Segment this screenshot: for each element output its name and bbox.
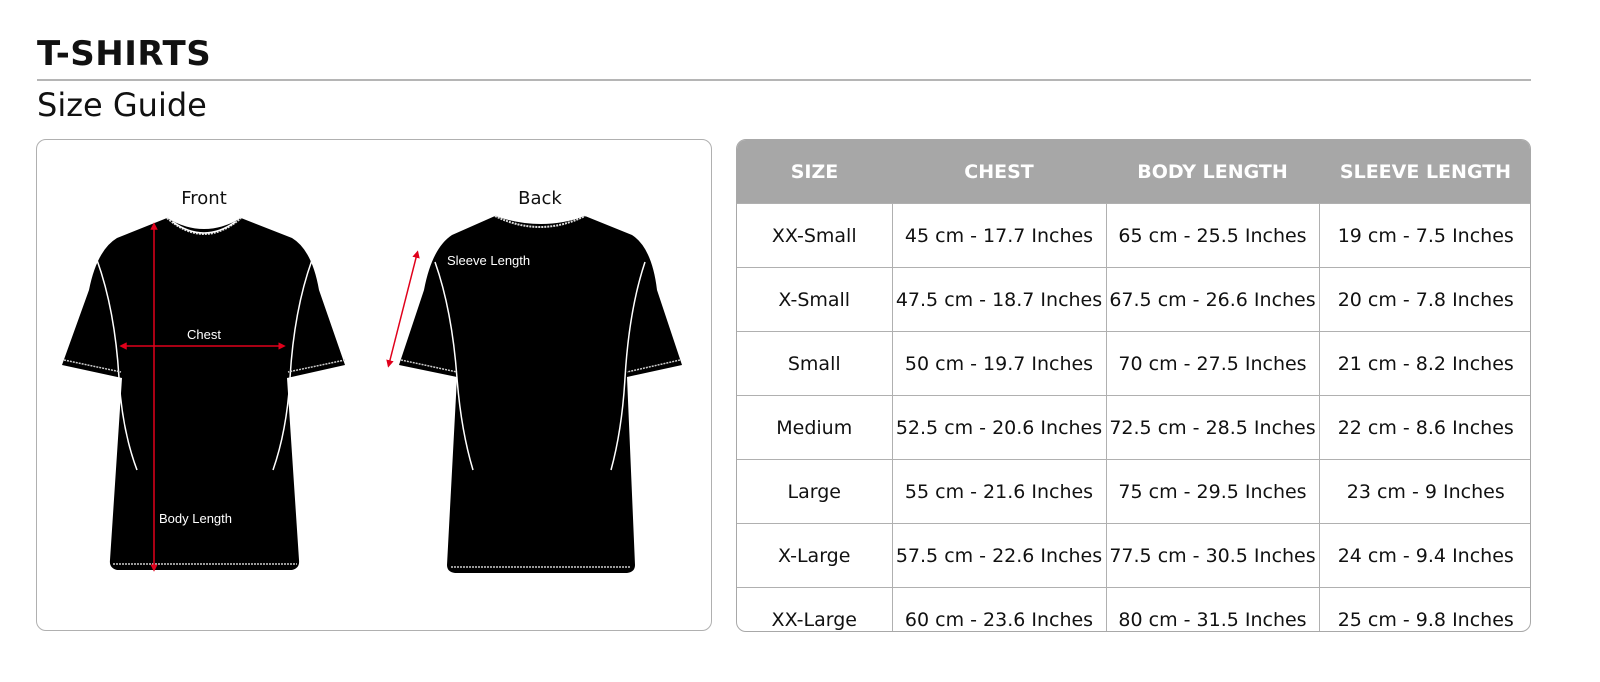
cell-sleeve-length: 19 cm - 7.5 Inches bbox=[1318, 203, 1530, 268]
cell-body-length: 77.5 cm - 30.5 Inches bbox=[1105, 523, 1320, 588]
back-shirt bbox=[386, 215, 682, 573]
cell-chest: 50 cm - 19.7 Inches bbox=[891, 331, 1107, 396]
cell-sleeve-length: 20 cm - 7.8 Inches bbox=[1318, 267, 1530, 332]
cell-chest: 55 cm - 21.6 Inches bbox=[891, 459, 1107, 524]
table-row: X-Small 47.5 cm - 18.7 Inches 67.5 cm - 26… bbox=[737, 267, 1530, 332]
title-divider bbox=[37, 79, 1531, 81]
tshirt-diagram-panel: Chest Body Length Sleeve Length Front Ba… bbox=[36, 139, 712, 631]
sleeve-length-line bbox=[386, 250, 420, 368]
cell-sleeve-length: 24 cm - 9.4 Inches bbox=[1318, 523, 1530, 588]
cell-body-length: 70 cm - 27.5 Inches bbox=[1105, 331, 1320, 396]
sleeve-length-label: Sleeve Length bbox=[447, 253, 530, 268]
page-title: T-SHIRTS bbox=[37, 34, 212, 74]
cell-size: XX-Large bbox=[737, 587, 893, 631]
cell-sleeve-length: 22 cm - 8.6 Inches bbox=[1318, 395, 1530, 460]
cell-chest: 57.5 cm - 22.6 Inches bbox=[891, 523, 1107, 588]
cell-chest: 52.5 cm - 20.6 Inches bbox=[891, 395, 1107, 460]
cell-body-length: 75 cm - 29.5 Inches bbox=[1105, 459, 1320, 524]
size-table: SIZE CHEST BODY LENGTH SLEEVE LENGTH XX-… bbox=[736, 139, 1531, 632]
back-label: Back bbox=[518, 188, 562, 209]
cell-sleeve-length: 23 cm - 9 Inches bbox=[1318, 459, 1530, 524]
cell-body-length: 67.5 cm - 26.6 Inches bbox=[1105, 267, 1320, 332]
column-header-size: SIZE bbox=[737, 140, 892, 204]
table-header-row: SIZE CHEST BODY LENGTH SLEEVE LENGTH bbox=[737, 140, 1530, 204]
cell-size: Medium bbox=[737, 395, 893, 460]
table-row: XX-Small 45 cm - 17.7 Inches 65 cm - 25.5 … bbox=[737, 203, 1530, 268]
table-row: X-Large 57.5 cm - 22.6 Inches 77.5 cm - 30… bbox=[737, 523, 1530, 588]
cell-body-length: 72.5 cm - 28.5 Inches bbox=[1105, 395, 1320, 460]
cell-chest: 45 cm - 17.7 Inches bbox=[891, 203, 1107, 268]
body-length-label: Body Length bbox=[159, 511, 232, 526]
front-shirt bbox=[62, 217, 346, 572]
cell-size: X-Small bbox=[737, 267, 893, 332]
chest-label: Chest bbox=[187, 327, 221, 342]
cell-body-length: 80 cm - 31.5 Inches bbox=[1105, 587, 1320, 631]
cell-size: XX-Small bbox=[737, 203, 893, 268]
column-header-body-length: BODY LENGTH bbox=[1106, 140, 1319, 204]
table-row: Large 55 cm - 21.6 Inches 75 cm - 29.5 Inc… bbox=[737, 459, 1530, 524]
cell-size: X-Large bbox=[737, 523, 893, 588]
cell-sleeve-length: 25 cm - 9.8 Inches bbox=[1318, 587, 1530, 631]
table-row: Small 50 cm - 19.7 Inches 70 cm - 27.5 Inc… bbox=[737, 331, 1530, 396]
page-subtitle: Size Guide bbox=[37, 86, 207, 124]
cell-sleeve-length: 21 cm - 8.2 Inches bbox=[1318, 331, 1530, 396]
cell-size: Large bbox=[737, 459, 893, 524]
cell-size: Small bbox=[737, 331, 893, 396]
cell-chest: 60 cm - 23.6 Inches bbox=[891, 587, 1107, 631]
cell-chest: 47.5 cm - 18.7 Inches bbox=[891, 267, 1107, 332]
tshirt-diagram: Chest Body Length Sleeve Length bbox=[62, 215, 682, 573]
front-label: Front bbox=[181, 188, 227, 209]
cell-body-length: 65 cm - 25.5 Inches bbox=[1105, 203, 1320, 268]
column-header-chest: CHEST bbox=[892, 140, 1106, 204]
table-row: XX-Large 60 cm - 23.6 Inches 80 cm - 31.5 … bbox=[737, 587, 1530, 631]
column-header-sleeve-length: SLEEVE LENGTH bbox=[1319, 140, 1530, 204]
table-row: Medium 52.5 cm - 20.6 Inches 72.5 cm - 28.… bbox=[737, 395, 1530, 460]
